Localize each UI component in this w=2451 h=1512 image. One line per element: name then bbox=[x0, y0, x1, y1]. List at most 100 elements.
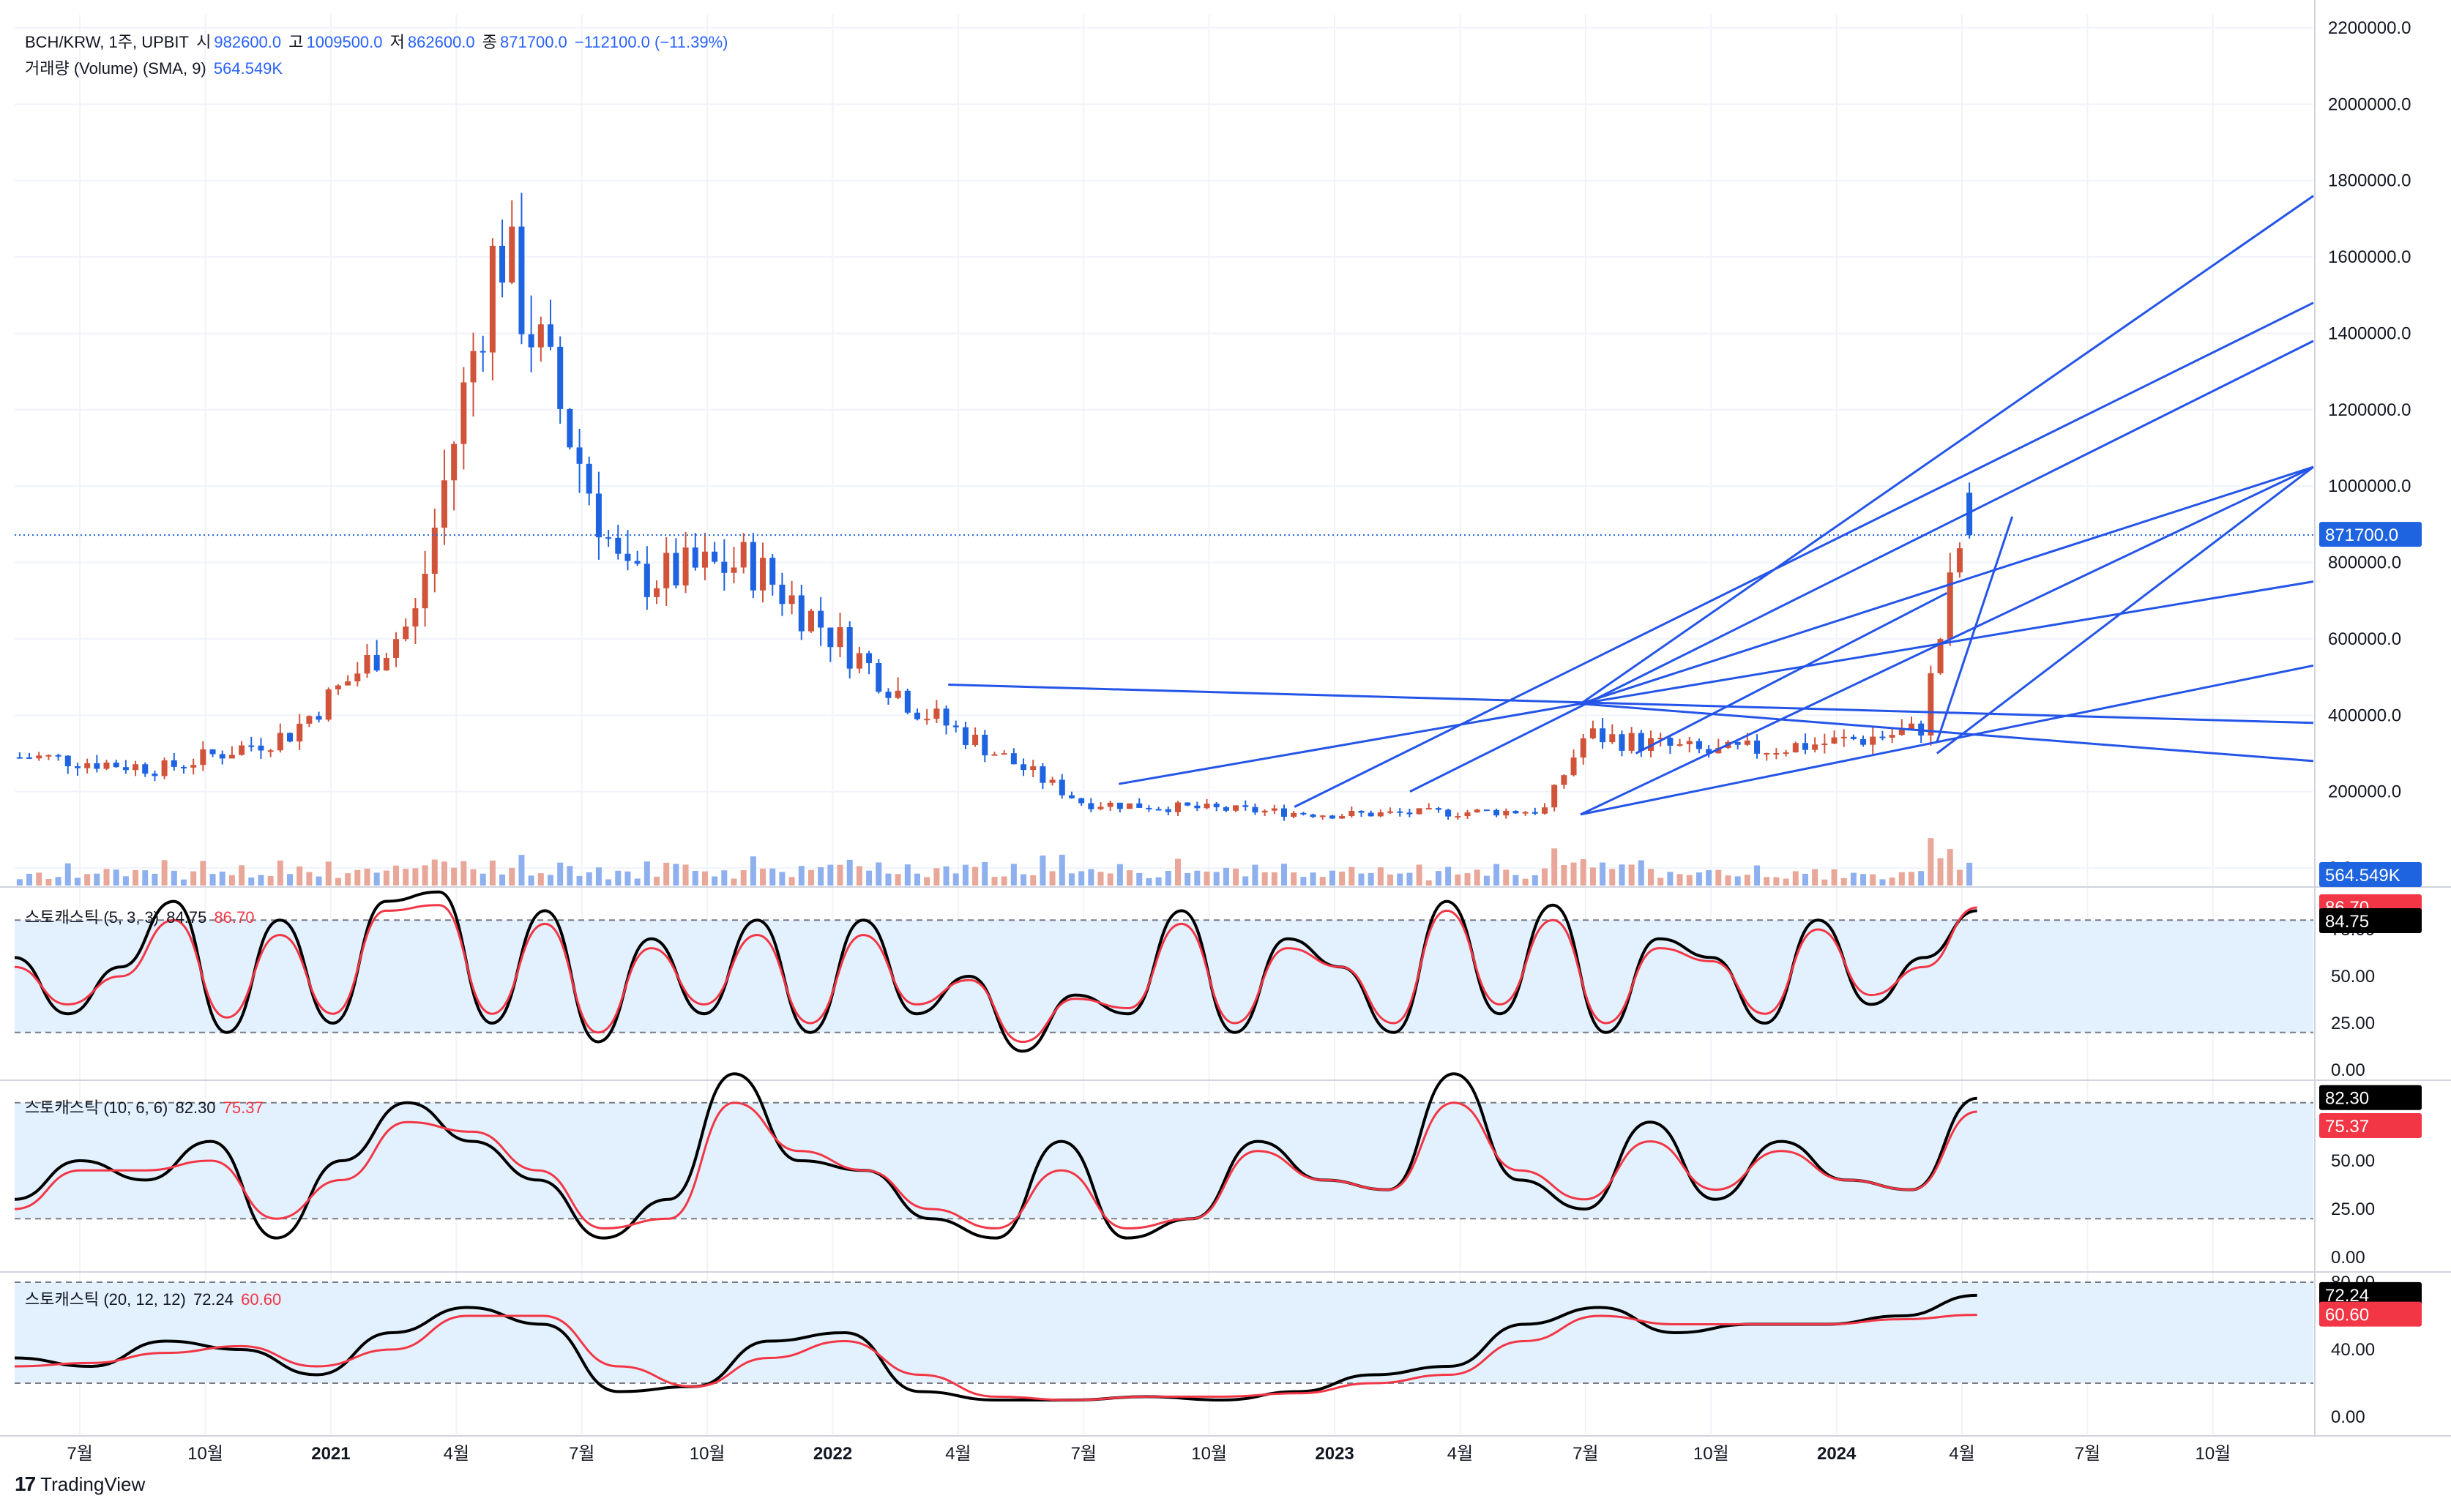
candle-body bbox=[701, 551, 708, 568]
candle-body bbox=[895, 690, 901, 698]
volume-bar bbox=[209, 874, 216, 886]
candle-body bbox=[1676, 744, 1683, 746]
candle-body bbox=[682, 547, 689, 585]
trend-line[interactable] bbox=[1936, 465, 2314, 755]
candle-body bbox=[1667, 738, 1674, 746]
volume-bar bbox=[480, 873, 486, 886]
trend-line[interactable] bbox=[1936, 516, 2014, 743]
candle-body bbox=[383, 657, 389, 671]
candle-body bbox=[663, 553, 670, 588]
volume-bar bbox=[1850, 872, 1857, 886]
time-tick-label: 4월 bbox=[945, 1444, 971, 1464]
candle-body bbox=[1397, 811, 1403, 813]
volume-bar bbox=[267, 875, 274, 886]
candle-body bbox=[133, 764, 139, 771]
stoch3-legend: 스토캐스틱 (20, 12, 12) 72.24 60.60 bbox=[25, 1287, 284, 1310]
volume-bar bbox=[200, 861, 206, 886]
trend-line[interactable] bbox=[1580, 580, 2314, 706]
candle-body bbox=[1812, 744, 1818, 750]
volume-bar bbox=[663, 862, 670, 886]
volume-bar bbox=[1754, 865, 1761, 886]
volume-bar bbox=[1744, 875, 1750, 886]
tradingview-brand[interactable]: 17 TradingView bbox=[15, 1472, 145, 1496]
trend-line[interactable] bbox=[1580, 664, 2314, 816]
trend-line[interactable] bbox=[1635, 591, 1948, 755]
volume-bar bbox=[615, 870, 622, 886]
volume-bar bbox=[876, 862, 882, 886]
trend-line[interactable] bbox=[1119, 703, 1581, 785]
candle-body bbox=[1174, 802, 1181, 812]
stoch2-k-tag: 82.30 bbox=[2325, 1089, 2369, 1109]
time-tick-label: 7월 bbox=[67, 1444, 92, 1464]
trend-line[interactable] bbox=[1580, 465, 2314, 816]
candle-body bbox=[1792, 743, 1799, 753]
candle-body bbox=[316, 716, 322, 720]
volume-bar bbox=[924, 877, 930, 886]
volume-bar bbox=[1387, 874, 1394, 886]
volume-bar bbox=[567, 866, 573, 886]
volume-bar bbox=[45, 879, 52, 886]
volume-bars bbox=[16, 838, 1973, 886]
volume-bar bbox=[712, 876, 718, 886]
candle-body bbox=[1406, 812, 1413, 815]
volume-bar bbox=[972, 867, 979, 886]
trend-line[interactable] bbox=[1580, 195, 2314, 705]
candle-body bbox=[1030, 766, 1037, 771]
time-tick-label: 10월 bbox=[187, 1444, 223, 1464]
volume-bar bbox=[1185, 872, 1191, 886]
stoch-tick-label: 0.00 bbox=[2331, 1248, 2365, 1268]
candle-body bbox=[1802, 743, 1808, 750]
candle-body bbox=[856, 653, 862, 669]
volume-bar bbox=[1116, 864, 1123, 886]
volume-bar bbox=[219, 871, 225, 886]
brand-label: TradingView bbox=[40, 1472, 146, 1495]
volume-bar bbox=[1435, 871, 1441, 886]
trend-line[interactable] bbox=[1580, 703, 2314, 763]
volume-bar bbox=[1001, 876, 1007, 886]
volume-bar bbox=[528, 875, 534, 886]
volume-bar bbox=[1783, 878, 1789, 886]
candle-body bbox=[103, 763, 110, 769]
symbol-name: BCH/KRW, 1주, UPBIT bbox=[25, 33, 189, 51]
candle-body bbox=[354, 673, 361, 682]
candle-body bbox=[1541, 807, 1548, 814]
volume-bar bbox=[576, 875, 583, 886]
stoch1-d-line bbox=[14, 904, 1977, 1044]
stoch3-d: 60.60 bbox=[241, 1290, 282, 1309]
candle-body bbox=[122, 767, 129, 771]
volume-bar bbox=[1609, 869, 1616, 886]
volume-bar bbox=[16, 879, 23, 886]
candle-body bbox=[1319, 815, 1326, 817]
stoch3-label: 스토캐스틱 (20, 12, 12) bbox=[25, 1290, 186, 1309]
candle-body bbox=[1348, 811, 1355, 817]
volume-bar bbox=[1773, 877, 1780, 886]
volume-bar bbox=[605, 879, 612, 886]
volume-bar bbox=[1898, 872, 1905, 886]
volume-bar bbox=[1831, 869, 1838, 886]
volume-bar bbox=[1792, 871, 1799, 886]
trend-line[interactable] bbox=[948, 684, 2314, 725]
time-tick-label: 4월 bbox=[1447, 1444, 1473, 1464]
volume-bar bbox=[460, 861, 467, 886]
stoch3-d-tag: 60.60 bbox=[2325, 1306, 2369, 1325]
volume-bar bbox=[1840, 877, 1847, 886]
volume-bar bbox=[1667, 872, 1674, 886]
trend-line[interactable] bbox=[1294, 302, 2314, 808]
price-tick-label: 1200000.0 bbox=[2328, 400, 2411, 420]
stoch-tick-label: 50.00 bbox=[2331, 1151, 2375, 1171]
candle-body bbox=[499, 245, 506, 283]
volume-bar bbox=[1300, 877, 1307, 886]
trend-lines[interactable] bbox=[948, 195, 2314, 816]
candle-body bbox=[1194, 805, 1201, 809]
candle-body bbox=[1909, 723, 1915, 730]
candle-body bbox=[933, 708, 940, 719]
candle-body bbox=[1021, 764, 1027, 771]
volume-bar bbox=[731, 878, 737, 886]
trend-line[interactable] bbox=[1409, 340, 2314, 793]
candle-body bbox=[769, 558, 776, 585]
volume-bar bbox=[1706, 870, 1712, 886]
trend-line[interactable] bbox=[1580, 465, 2314, 706]
stoch2-d-tag: 75.37 bbox=[2325, 1117, 2369, 1137]
candle-body bbox=[306, 716, 313, 724]
